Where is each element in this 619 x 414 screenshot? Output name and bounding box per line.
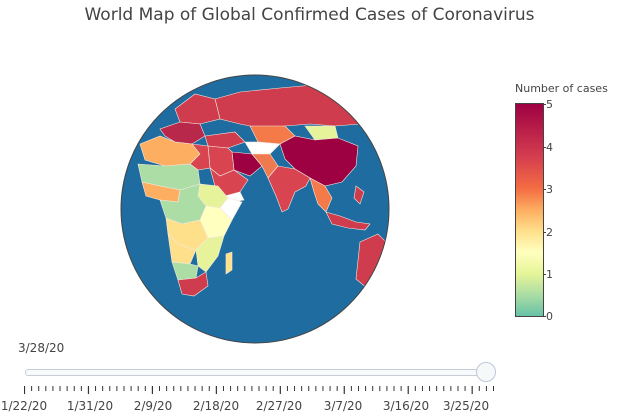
country-australia[interactable] [355, 233, 389, 290]
colorbar-tick: 0 [543, 310, 553, 323]
slider-current-value: 3/28/20 [18, 341, 65, 355]
slider-tick-label[interactable]: 2/9/20 [133, 399, 173, 413]
globe-map[interactable] [120, 74, 390, 344]
colorbar-tick: 1 [543, 268, 553, 281]
country-philippines[interactable] [353, 185, 365, 205]
slider-tick-label[interactable]: 3/25/20 [442, 399, 490, 413]
colorbar-tick: 3 [543, 183, 553, 196]
slider-tick-label[interactable]: 1/22/20 [0, 399, 48, 413]
slider-tick-label[interactable]: 3/7/20 [323, 399, 363, 413]
globe-outline [120, 74, 390, 344]
country-indonesia[interactable] [325, 211, 371, 231]
colorbar-tick: 2 [543, 226, 553, 239]
slider-tick-label[interactable]: 3/16/20 [382, 399, 430, 413]
slider-tick-label[interactable]: 2/27/20 [255, 399, 303, 413]
colorbar-tick: 5 [543, 98, 553, 111]
country-india[interactable] [267, 165, 311, 213]
slider-tick-label[interactable]: 1/31/20 [66, 399, 114, 413]
colorbar: Number of cases 0 1 2 3 4 5 [515, 82, 615, 327]
colorbar-tick: 4 [543, 141, 553, 154]
country-europe-west[interactable] [159, 121, 206, 145]
colorbar-title: Number of cases [515, 82, 608, 95]
slider-ticks [24, 386, 494, 394]
country-madagascar[interactable] [225, 251, 233, 275]
colorbar-gradient [515, 103, 544, 317]
country-turkey[interactable] [204, 131, 246, 149]
country-central-asia[interactable] [244, 141, 281, 155]
country-namibia-botswana[interactable] [171, 261, 199, 281]
country-angola[interactable] [167, 233, 197, 265]
country-china[interactable] [279, 135, 359, 187]
country-south-africa[interactable] [177, 271, 209, 297]
slider-track[interactable] [25, 369, 489, 376]
chart-title: World Map of Global Confirmed Cases of C… [84, 5, 535, 25]
slider-tick-label[interactable]: 2/18/20 [192, 399, 240, 413]
slider-handle[interactable] [476, 362, 496, 382]
